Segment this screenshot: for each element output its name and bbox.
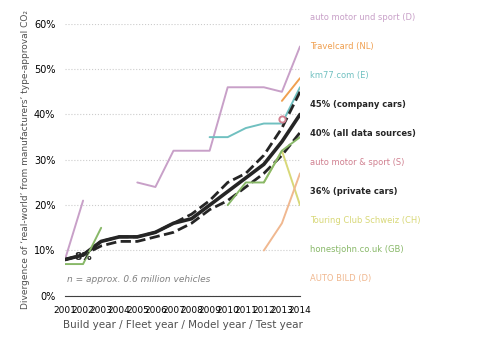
Text: 36% (private cars): 36% (private cars) [310,187,398,196]
Text: 8%: 8% [74,252,92,262]
X-axis label: Build year / Fleet year / Model year / Test year: Build year / Fleet year / Model year / T… [62,320,302,330]
Text: n = approx. 0.6 million vehicles: n = approx. 0.6 million vehicles [67,275,210,285]
Text: Touring Club Schweiz (CH): Touring Club Schweiz (CH) [310,216,420,225]
Text: AUTO BILD (D): AUTO BILD (D) [310,274,371,283]
Y-axis label: Divergence of ‘real-world’ from manufacturers’ type-approval CO₂: Divergence of ‘real-world’ from manufact… [20,10,30,309]
Text: auto motor & sport (S): auto motor & sport (S) [310,158,404,167]
Text: Travelcard (NL): Travelcard (NL) [310,41,374,51]
Text: 45% (company cars): 45% (company cars) [310,100,406,109]
Text: 40% (all data sources): 40% (all data sources) [310,129,416,138]
Text: auto motor und sport (D): auto motor und sport (D) [310,13,415,21]
Text: honestjohn.co.uk (GB): honestjohn.co.uk (GB) [310,245,404,254]
Text: km77.com (E): km77.com (E) [310,71,368,80]
